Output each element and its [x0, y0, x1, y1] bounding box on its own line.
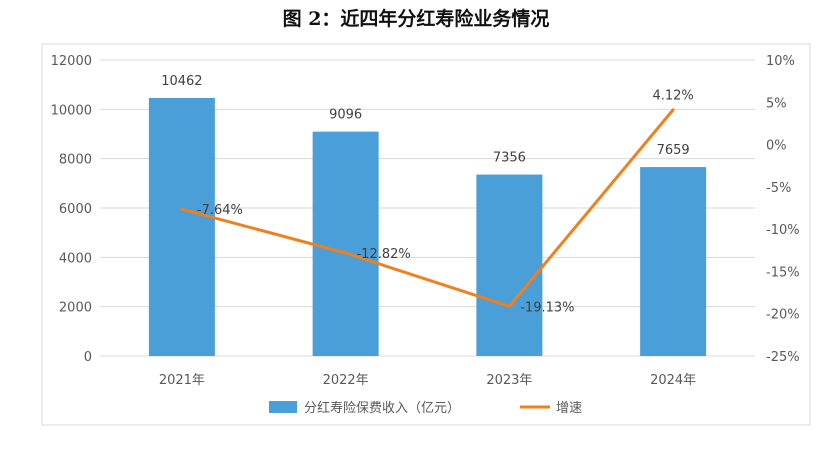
right-axis-tick: -10%: [766, 223, 800, 238]
line-point: [507, 304, 511, 308]
bar-data-label: 9096: [329, 108, 362, 123]
x-axis-tick: 2021年: [159, 373, 205, 388]
left-axis-tick: 10000: [51, 103, 92, 118]
legend-line-label: 增速: [556, 401, 582, 416]
line-data-label: -12.82%: [356, 247, 410, 262]
line-point: [344, 251, 348, 255]
right-axis-tick: -20%: [766, 308, 800, 323]
right-axis-tick: -25%: [766, 350, 800, 365]
left-axis-tick: 12000: [51, 54, 92, 69]
bar: [148, 97, 215, 357]
bar-data-label: 7659: [657, 143, 690, 158]
growth-line: [181, 108, 675, 308]
bar: [640, 167, 707, 356]
left-axis-tick: 6000: [59, 202, 92, 217]
right-axis-tick: 0%: [766, 139, 787, 154]
right-axis-tick: -5%: [766, 181, 791, 196]
line-data-label: -7.64%: [197, 203, 243, 218]
bar: [476, 174, 543, 356]
bar-data-label: 7356: [493, 151, 526, 166]
right-axis-tick: -15%: [766, 265, 800, 280]
chart-frame: [41, 43, 811, 426]
left-axis-tick: 8000: [59, 153, 92, 168]
line-point: [180, 207, 184, 211]
line-data-label: 4.12%: [652, 89, 693, 104]
left-axis-tick: 2000: [59, 301, 92, 316]
x-axis-tick: 2024年: [650, 373, 696, 388]
right-axis-tick: 5%: [766, 96, 787, 111]
left-axis-tick: 4000: [59, 251, 92, 266]
bar: [312, 131, 379, 356]
x-axis-tick: 2023年: [486, 373, 532, 388]
legend-bar-label: 分红寿险保费收入（亿元）: [304, 400, 460, 416]
line-point: [671, 108, 675, 112]
x-axis-tick: 2022年: [323, 373, 369, 388]
right-axis-tick: 10%: [766, 54, 795, 69]
line-data-label: -19.13%: [520, 300, 574, 315]
chart-title: 图 2：近四年分红寿险业务情况: [282, 8, 550, 30]
bar-data-label: 10462: [161, 74, 202, 89]
legend-bar-swatch: [269, 401, 297, 413]
left-axis-tick: 0: [84, 350, 92, 365]
